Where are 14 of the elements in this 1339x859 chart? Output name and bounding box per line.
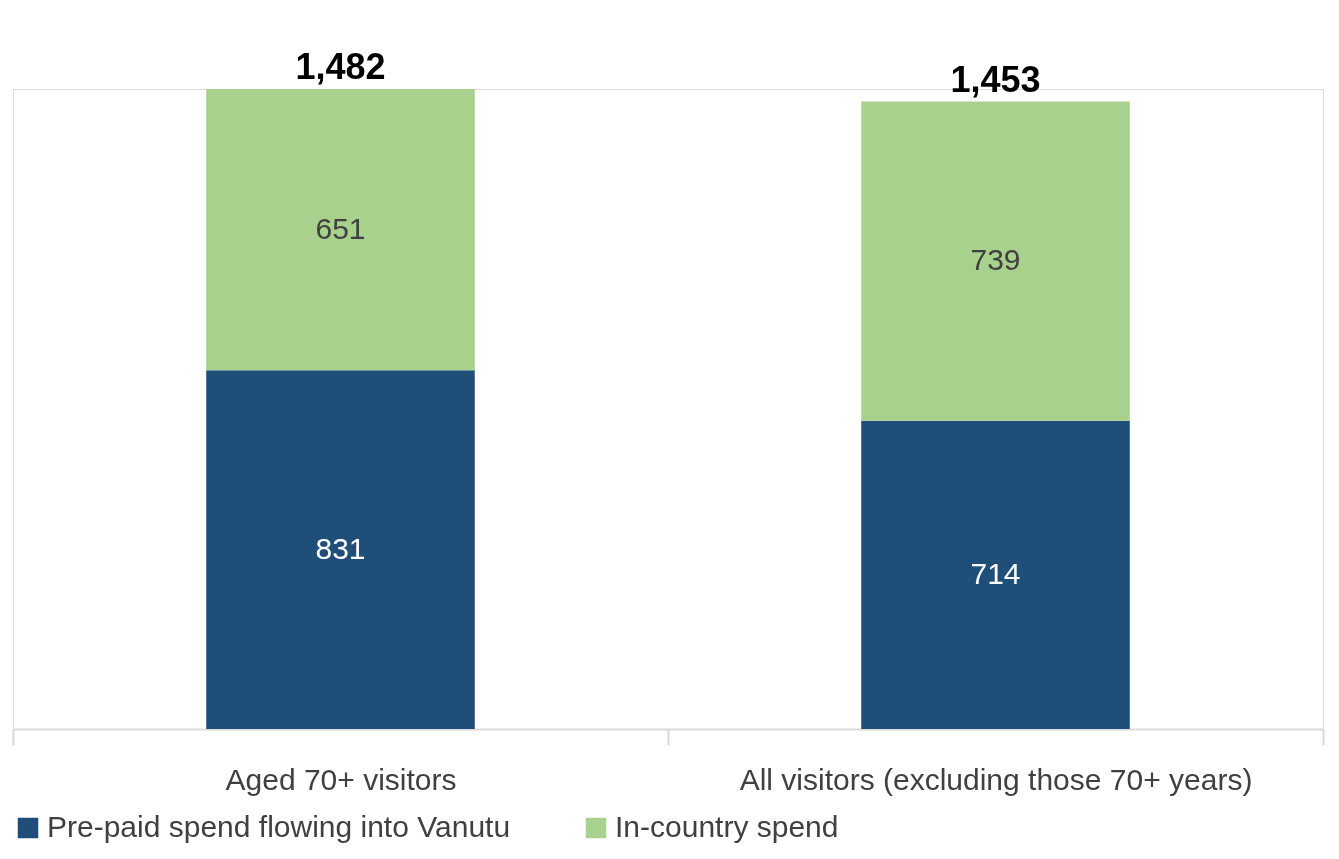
total-label: 1,453	[950, 58, 1041, 100]
data-label: 651	[315, 211, 366, 245]
x-tick-label: All visitors (excluding those 70+ years)	[739, 762, 1253, 796]
data-label: 714	[970, 556, 1021, 590]
total-label: 1,482	[295, 46, 386, 87]
data-label: 831	[315, 531, 366, 565]
legend-label: Pre-paid spend flowing into Vanutu	[47, 810, 511, 843]
data-label: 739	[970, 243, 1021, 277]
x-tick-label: Aged 70+ visitors	[225, 762, 457, 796]
bar	[206, 89, 475, 371]
bar	[206, 370, 475, 729]
bar	[861, 420, 1130, 729]
bar	[861, 101, 1130, 421]
legend-label: In-country spend	[615, 810, 839, 843]
